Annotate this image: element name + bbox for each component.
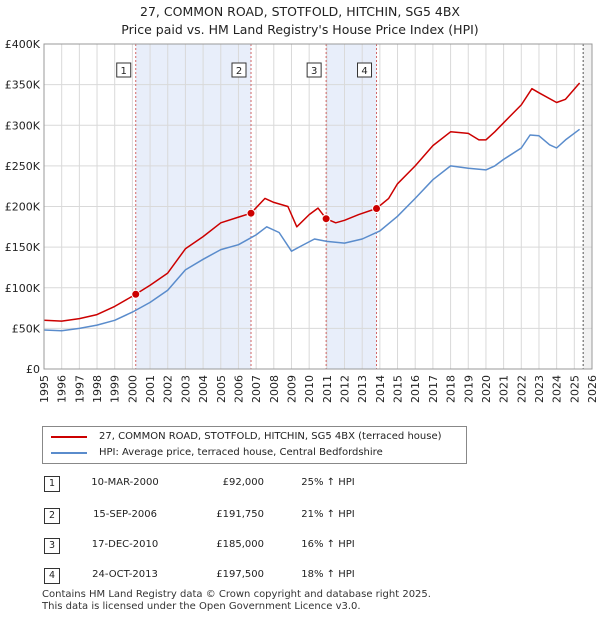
chart-title: 27, COMMON ROAD, STOTFOLD, HITCHIN, SG5 … (140, 4, 460, 19)
legend-label-property: 27, COMMON ROAD, STOTFOLD, HITCHIN, SG5 … (99, 431, 442, 442)
sale-number-badge: 3 (44, 538, 60, 554)
sale-date: 10-MAR-2000 (91, 477, 159, 488)
sale-row: 2 15-SEP-2006 £191,750 21% ↑ HPI (42, 506, 562, 524)
sale-row: 3 17-DEC-2010 £185,000 16% ↑ HPI (42, 536, 562, 554)
sale-number-label: 1 (121, 66, 127, 77)
x-tick-label: 2013 (356, 375, 369, 403)
y-tick-label: £250K (5, 160, 41, 173)
y-tick-label: £150K (5, 241, 41, 254)
x-tick-label: 1997 (73, 375, 86, 403)
x-tick-label: 2022 (515, 375, 528, 403)
chart-legend: 27, COMMON ROAD, STOTFOLD, HITCHIN, SG5 … (42, 426, 467, 464)
sale-date: 24-OCT-2013 (92, 569, 158, 580)
price-chart: £0 £50K £100K £150K £200K £250K £300K £350K £400… (5, 38, 599, 403)
sale-price: £92,000 (222, 477, 264, 488)
x-tick-label: 2010 (303, 375, 316, 403)
x-tick-label: 1999 (109, 375, 122, 403)
x-tick-label: 2015 (392, 375, 405, 403)
legend-swatch-hpi (51, 452, 87, 454)
x-tick-label: 2004 (197, 375, 210, 403)
sale-price: £191,750 (216, 509, 264, 520)
y-tick-label: £200K (5, 201, 41, 214)
sale-point (321, 214, 331, 224)
plot-border (43, 43, 593, 370)
sale-date: 17-DEC-2010 (91, 539, 159, 550)
property-price-line (43, 82, 581, 322)
x-tick-label: 2011 (321, 375, 334, 403)
x-tick-label: 2000 (126, 375, 139, 403)
sale-date: 15-SEP-2006 (93, 509, 157, 520)
sale-number-box (231, 62, 247, 78)
attribution-footer: Contains HM Land Registry data © Crown c… (42, 589, 431, 613)
x-tick-label: 2008 (268, 375, 281, 403)
x-tick-label: 1996 (56, 375, 69, 403)
x-tick-label: 2023 (533, 375, 546, 403)
footer-line-copyright: Contains HM Land Registry data © Crown c… (42, 589, 431, 600)
sale-number-badge: 2 (44, 508, 60, 524)
sale-point (131, 289, 141, 299)
sale-hpi-change: 21% ↑ HPI (301, 509, 355, 520)
x-tick-label: 2007 (250, 375, 263, 403)
chart-title-block: 27, COMMON ROAD, STOTFOLD, HITCHIN, SG5 … (0, 3, 600, 39)
y-tick-label: £400K (5, 38, 41, 51)
sale-price: £197,500 (216, 569, 264, 580)
x-tick-label: 2006 (232, 375, 245, 403)
x-tick-label: 2020 (480, 375, 493, 403)
footer-line-licence: This data is licensed under the Open Gov… (42, 601, 361, 612)
x-tick-label: 2005 (215, 375, 228, 403)
x-tick-label: 2017 (427, 375, 440, 403)
sale-row: 4 24-OCT-2013 £197,500 18% ↑ HPI (42, 566, 562, 584)
sale-hpi-change: 25% ↑ HPI (301, 477, 355, 488)
sale-row: 1 10-MAR-2000 £92,000 25% ↑ HPI (42, 474, 562, 492)
x-tick-label: 1995 (38, 375, 51, 403)
sale-number-label: 3 (311, 66, 317, 77)
x-tick-label: 2021 (498, 375, 511, 403)
sale-point (372, 204, 382, 214)
sale-price: £185,000 (216, 539, 264, 550)
sale-point (246, 208, 256, 218)
y-tick-label: £0 (26, 363, 40, 376)
sale-number-box (116, 62, 132, 78)
x-tick-label: 1998 (91, 375, 104, 403)
x-tick-label: 2025 (568, 375, 581, 403)
sale-number-box (306, 62, 322, 78)
x-tick-label: 2009 (285, 375, 298, 403)
sale-number-badge: 4 (44, 568, 60, 584)
y-tick-label: £350K (5, 79, 41, 92)
sale-number-label: 2 (236, 66, 242, 77)
sale-number-badge: 1 (44, 476, 60, 492)
x-tick-label: 2024 (551, 375, 564, 403)
sale-number-box (357, 62, 373, 78)
legend-swatch-property (51, 436, 87, 438)
x-tick-label: 2019 (462, 375, 475, 403)
x-tick-label: 2018 (445, 375, 458, 403)
x-tick-label: 2001 (144, 375, 157, 403)
x-tick-label: 2002 (162, 375, 175, 403)
y-tick-label: £100K (5, 282, 41, 295)
x-tick-label: 2012 (339, 375, 352, 403)
y-tick-label: £300K (5, 119, 41, 132)
hpi-line (43, 128, 581, 332)
chart-subtitle: Price paid vs. HM Land Registry's House … (121, 22, 479, 37)
y-tick-label: £50K (12, 322, 41, 335)
sale-hpi-change: 16% ↑ HPI (301, 539, 355, 550)
x-tick-label: 2016 (409, 375, 422, 403)
x-tick-label: 2014 (374, 375, 387, 403)
legend-label-hpi: HPI: Average price, terraced house, Cent… (99, 447, 383, 458)
x-tick-label: 2003 (179, 375, 192, 403)
sale-number-label: 4 (361, 66, 367, 77)
sale-hpi-change: 18% ↑ HPI (301, 569, 355, 580)
x-tick-label: 2026 (586, 375, 599, 403)
